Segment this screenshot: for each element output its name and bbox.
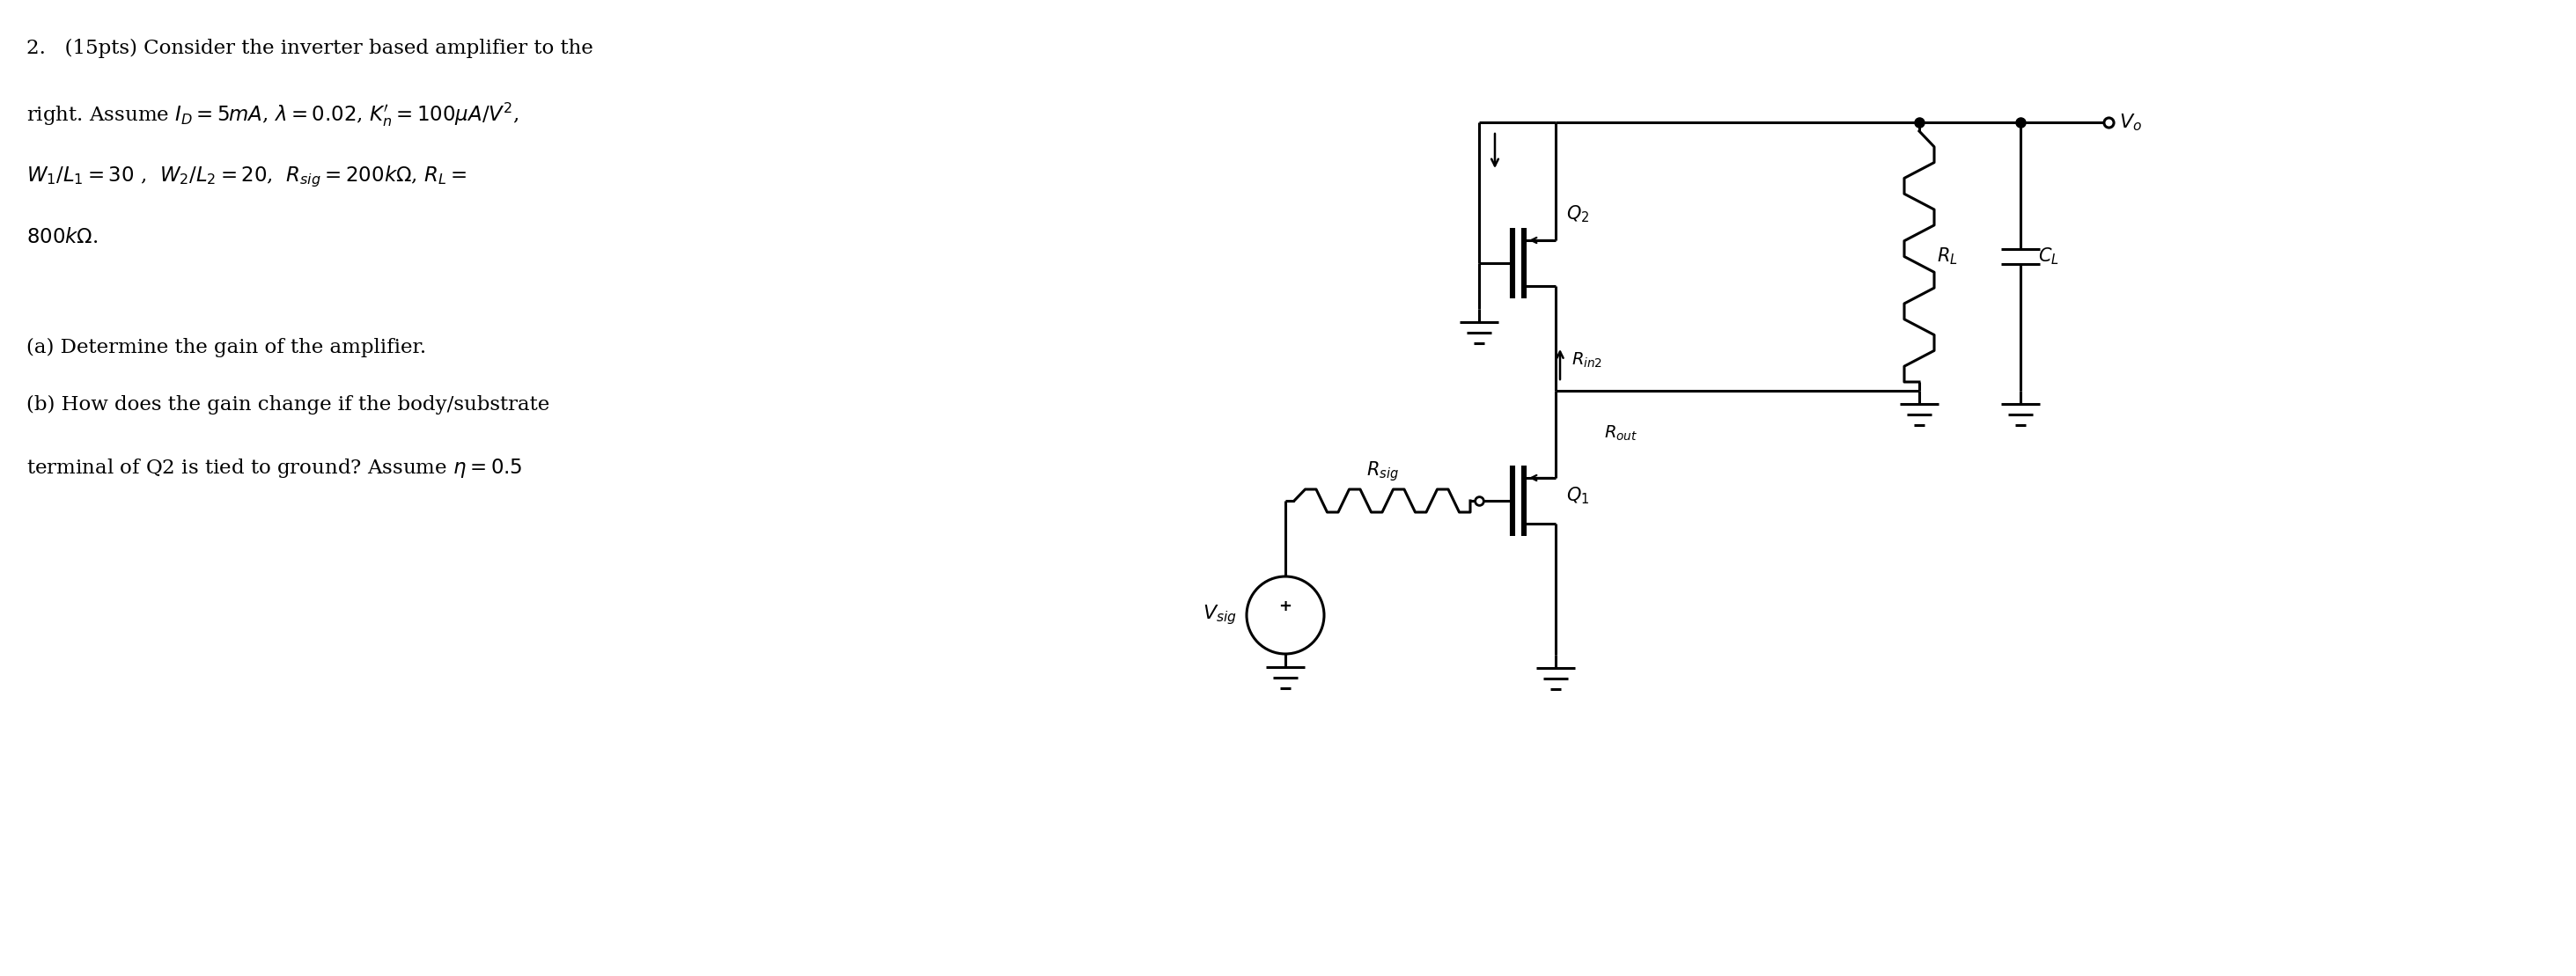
Text: (b) How does the gain change if the body/substrate: (b) How does the gain change if the body…	[26, 395, 549, 415]
Text: $R_L$: $R_L$	[1937, 246, 1958, 266]
Text: +: +	[1278, 598, 1293, 614]
Text: $Q_1$: $Q_1$	[1566, 485, 1589, 506]
Text: $800k\Omega$.: $800k\Omega$.	[26, 228, 98, 247]
Text: $W_1/L_1 = 30$ ,  $W_2/L_2 = 20$,  $R_{sig} = 200k\Omega$, $R_L =$: $W_1/L_1 = 30$ , $W_2/L_2 = 20$, $R_{sig…	[26, 165, 466, 189]
Text: $Q_2$: $Q_2$	[1566, 204, 1589, 224]
Text: right. Assume $I_D = 5mA$, $\lambda = 0.02$, $K_n^{\prime} = 100\mu A/V^2$,: right. Assume $I_D = 5mA$, $\lambda = 0.…	[26, 101, 520, 128]
Text: $C_L$: $C_L$	[2038, 246, 2058, 266]
Text: $R_{in2}$: $R_{in2}$	[1571, 350, 1602, 369]
Text: $R_{out}$: $R_{out}$	[1605, 424, 1638, 442]
Text: (a) Determine the gain of the amplifier.: (a) Determine the gain of the amplifier.	[26, 338, 425, 357]
Text: $V_{sig}$: $V_{sig}$	[1203, 603, 1236, 627]
Text: terminal of Q2 is tied to ground? Assume $\eta = 0.5$: terminal of Q2 is tied to ground? Assume…	[26, 457, 523, 479]
Text: 2.   (15pts) Consider the inverter based amplifier to the: 2. (15pts) Consider the inverter based a…	[26, 39, 592, 59]
Text: $V_o$: $V_o$	[2120, 112, 2143, 133]
Text: $R_{sig}$: $R_{sig}$	[1365, 460, 1399, 483]
